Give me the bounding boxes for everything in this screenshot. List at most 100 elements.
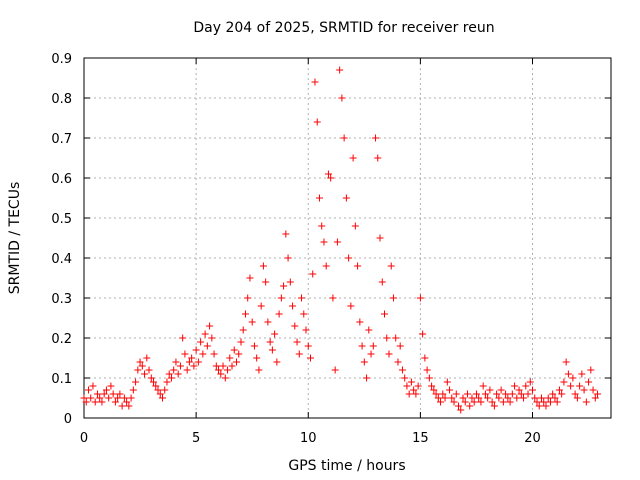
- data-point: [486, 386, 494, 394]
- data-point: [419, 330, 427, 338]
- data-point: [455, 402, 463, 410]
- data-point: [551, 394, 559, 402]
- data-point: [100, 390, 108, 398]
- data-point: [502, 390, 510, 398]
- data-point: [136, 358, 144, 366]
- data-point: [477, 398, 485, 406]
- data-point: [381, 310, 389, 318]
- data-point: [118, 402, 126, 410]
- data-point: [87, 394, 95, 402]
- data-point: [443, 378, 451, 386]
- data-point: [349, 154, 357, 162]
- data-point: [434, 394, 442, 402]
- data-point: [414, 382, 422, 390]
- data-point: [174, 370, 182, 378]
- x-tick-label: 0: [80, 431, 88, 446]
- data-point: [212, 362, 220, 370]
- data-point: [338, 94, 346, 102]
- data-point: [553, 398, 561, 406]
- data-point: [298, 294, 306, 302]
- data-point: [291, 322, 299, 330]
- data-point: [457, 406, 465, 414]
- data-point: [582, 398, 590, 406]
- data-points: [80, 66, 602, 414]
- data-point: [495, 394, 503, 402]
- data-point: [506, 398, 514, 406]
- data-point: [549, 390, 557, 398]
- data-point: [311, 78, 319, 86]
- data-point: [280, 282, 288, 290]
- data-point: [383, 334, 391, 342]
- data-point: [358, 342, 366, 350]
- data-point: [585, 378, 593, 386]
- data-point: [102, 386, 110, 394]
- data-point: [221, 374, 229, 382]
- data-point: [432, 390, 440, 398]
- data-point: [150, 378, 158, 386]
- data-point: [387, 262, 395, 270]
- data-point: [315, 194, 323, 202]
- data-point: [369, 342, 377, 350]
- data-point: [82, 398, 90, 406]
- data-point: [428, 382, 436, 390]
- data-point: [194, 358, 202, 366]
- data-point: [282, 230, 290, 238]
- data-point: [573, 394, 581, 402]
- data-point: [468, 394, 476, 402]
- data-point: [215, 366, 223, 374]
- data-point: [275, 310, 283, 318]
- y-tick-label: 0: [64, 412, 72, 427]
- data-point: [423, 366, 431, 374]
- data-point: [268, 346, 276, 354]
- data-point: [398, 366, 406, 374]
- data-point: [342, 194, 350, 202]
- data-point: [259, 262, 267, 270]
- data-point: [271, 330, 279, 338]
- data-point: [132, 378, 140, 386]
- data-point: [141, 370, 149, 378]
- data-point: [331, 366, 339, 374]
- data-point: [333, 238, 341, 246]
- data-point: [114, 394, 122, 402]
- data-point: [226, 354, 234, 362]
- data-point: [515, 386, 523, 394]
- data-point: [376, 234, 384, 242]
- chart-title: Day 204 of 2025, SRMTID for receiver reu…: [193, 20, 494, 36]
- data-point: [147, 374, 155, 382]
- data-point: [439, 390, 447, 398]
- data-point: [250, 342, 258, 350]
- data-point: [504, 394, 512, 402]
- data-point: [98, 398, 106, 406]
- y-tick-label: 0.6: [51, 172, 72, 187]
- data-point: [533, 398, 541, 406]
- data-point: [594, 390, 602, 398]
- data-point: [206, 322, 214, 330]
- data-point: [488, 398, 496, 406]
- data-point: [306, 354, 314, 362]
- data-point: [475, 394, 483, 402]
- data-point: [340, 134, 348, 142]
- data-point: [80, 394, 88, 402]
- data-point: [138, 362, 146, 370]
- data-point: [262, 278, 270, 286]
- data-point: [544, 394, 552, 402]
- data-point: [302, 326, 310, 334]
- data-point: [360, 358, 368, 366]
- data-point: [273, 358, 281, 366]
- y-tick-label: 0.8: [51, 92, 72, 107]
- data-point: [93, 390, 101, 398]
- data-point: [239, 326, 247, 334]
- data-point: [244, 294, 252, 302]
- data-point: [412, 390, 420, 398]
- data-point: [484, 394, 492, 402]
- data-point: [345, 254, 353, 262]
- data-point: [289, 302, 297, 310]
- data-point: [513, 394, 521, 402]
- data-point: [161, 386, 169, 394]
- data-point: [437, 398, 445, 406]
- x-tick-label: 15: [412, 431, 429, 446]
- data-point: [580, 386, 588, 394]
- data-point: [105, 394, 113, 402]
- grid-lines: [84, 58, 611, 418]
- data-point: [190, 362, 198, 370]
